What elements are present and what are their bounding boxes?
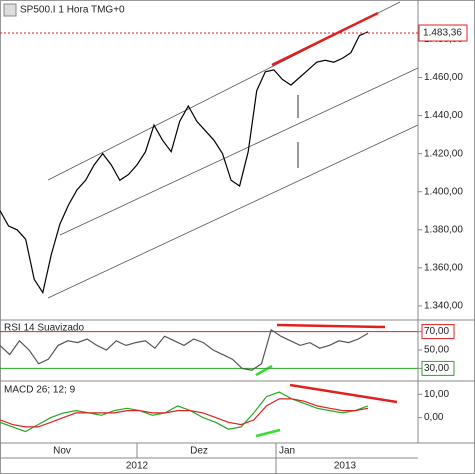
level-box	[421, 324, 455, 340]
panel-title: RSI 14 Suavizado	[4, 323, 84, 334]
y-tick-label: 1.360,00	[424, 262, 463, 273]
y-tick-label: 50,00	[424, 345, 449, 356]
y-tick-label: 1.380,00	[424, 224, 463, 235]
y-tick-label: 1.440,00	[424, 110, 463, 121]
last-price-label: 1.483,36	[423, 28, 462, 39]
panel-title: MACD 26; 12; 9	[4, 385, 76, 396]
month-label: Jan	[279, 446, 295, 457]
y-tick-label: 70,00	[424, 326, 449, 337]
year-label: 2013	[334, 461, 357, 472]
price-line	[0, 328, 369, 371]
icon[interactable]	[3, 3, 17, 17]
price-line	[0, 31, 369, 295]
y-tick-label: 1.400,00	[424, 186, 463, 197]
level-box	[421, 360, 455, 376]
chart-title: SP500.I 1 Hora TMG+0	[20, 5, 125, 16]
month-label: Dez	[190, 446, 208, 457]
y-tick-label: 1.340,00	[424, 301, 463, 312]
y-tick-label: 1.460,00	[424, 72, 463, 83]
trend-annotations	[255, 11, 398, 438]
y-tick-label: 1.420,00	[424, 148, 463, 159]
y-tick-label: 0,00	[424, 412, 444, 423]
y-tick-label: 10,00	[424, 389, 449, 400]
macd-line	[0, 398, 369, 428]
macd-line	[0, 391, 369, 433]
month-label: Nov	[53, 446, 71, 457]
y-tick-label: 30,00	[424, 363, 449, 374]
year-label: 2012	[126, 461, 149, 472]
last-price-box	[418, 24, 468, 42]
